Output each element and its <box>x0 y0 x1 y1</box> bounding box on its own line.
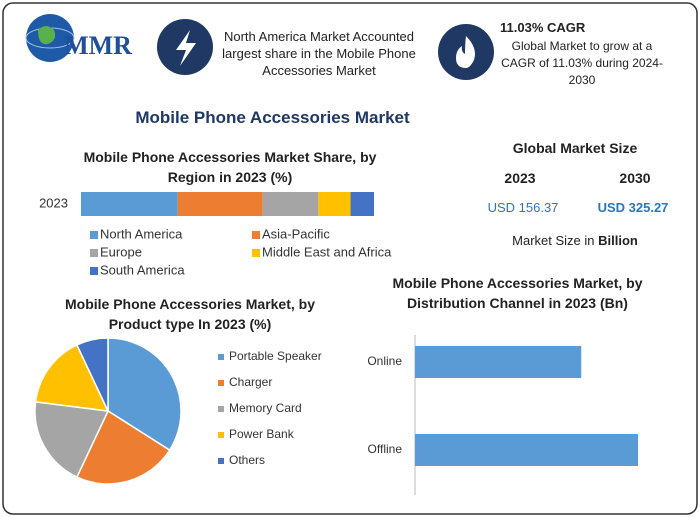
legend-swatch <box>218 406 224 412</box>
chart-title: Mobile Phone Accessories Market Share, b… <box>83 149 377 185</box>
legend-swatch <box>218 432 224 438</box>
legend-label: Memory Card <box>229 401 302 415</box>
legend-swatch <box>252 231 260 239</box>
pie-slice <box>34 343 110 412</box>
legend-label: North America <box>100 226 183 241</box>
legend-label: Asia-Pacific <box>262 226 330 241</box>
y-tick-label: Online <box>367 354 402 368</box>
logo-land <box>38 26 56 45</box>
lightning-icon <box>176 30 196 66</box>
legend-swatch <box>252 249 260 257</box>
legend-swatch <box>218 354 224 360</box>
size-unit: Billion <box>598 233 638 248</box>
pie-slice <box>34 401 110 479</box>
legend-label: Others <box>229 453 265 467</box>
size-note-text: Market Size in <box>512 233 595 248</box>
bar <box>415 434 638 466</box>
chart-title: Mobile Phone Accessories Market, by Prod… <box>64 296 315 332</box>
legend-label: Portable Speaker <box>229 349 322 363</box>
size-note: Market Size in Billion <box>470 233 680 248</box>
legend-label: Charger <box>229 375 272 389</box>
legend-label: Europe <box>100 244 142 259</box>
bar-segment <box>318 192 351 216</box>
legend-label: Middle East and Africa <box>262 244 392 259</box>
logo-text: MMR <box>64 31 132 60</box>
bar-segment <box>350 192 374 216</box>
size-title: Global Market Size <box>512 140 638 156</box>
legend-label: South America <box>100 262 185 277</box>
cagr-title: 11.03% CAGR <box>500 20 586 35</box>
size-year: 2030 <box>619 170 651 186</box>
legend-swatch <box>90 231 98 239</box>
legend-swatch <box>90 267 98 275</box>
legend-label: Power Bank <box>229 427 295 441</box>
size-value: USD 156.37 <box>487 200 559 215</box>
main-title: Mobile Phone Accessories Market <box>135 108 410 127</box>
bar-segment <box>262 192 319 216</box>
flame-icon <box>456 36 475 68</box>
legend-swatch <box>218 458 224 464</box>
bar <box>415 346 582 378</box>
legend-swatch <box>90 249 98 257</box>
y-tick-label: 2023 <box>39 195 68 210</box>
pie-slice <box>75 337 109 412</box>
legend-swatch <box>218 380 224 386</box>
chart-title: Mobile Phone Accessories Market, by Dist… <box>392 275 643 311</box>
bar-segment <box>81 192 178 216</box>
size-year: 2023 <box>504 170 536 186</box>
size-value: USD 325.27 <box>597 200 669 215</box>
cagr-text: Global Market to grow at a CAGR of 11.03… <box>501 39 663 87</box>
bar-segment <box>177 192 263 216</box>
y-tick-label: Offline <box>368 442 403 456</box>
highlight-text: North America Market Accounted largest s… <box>222 29 416 78</box>
